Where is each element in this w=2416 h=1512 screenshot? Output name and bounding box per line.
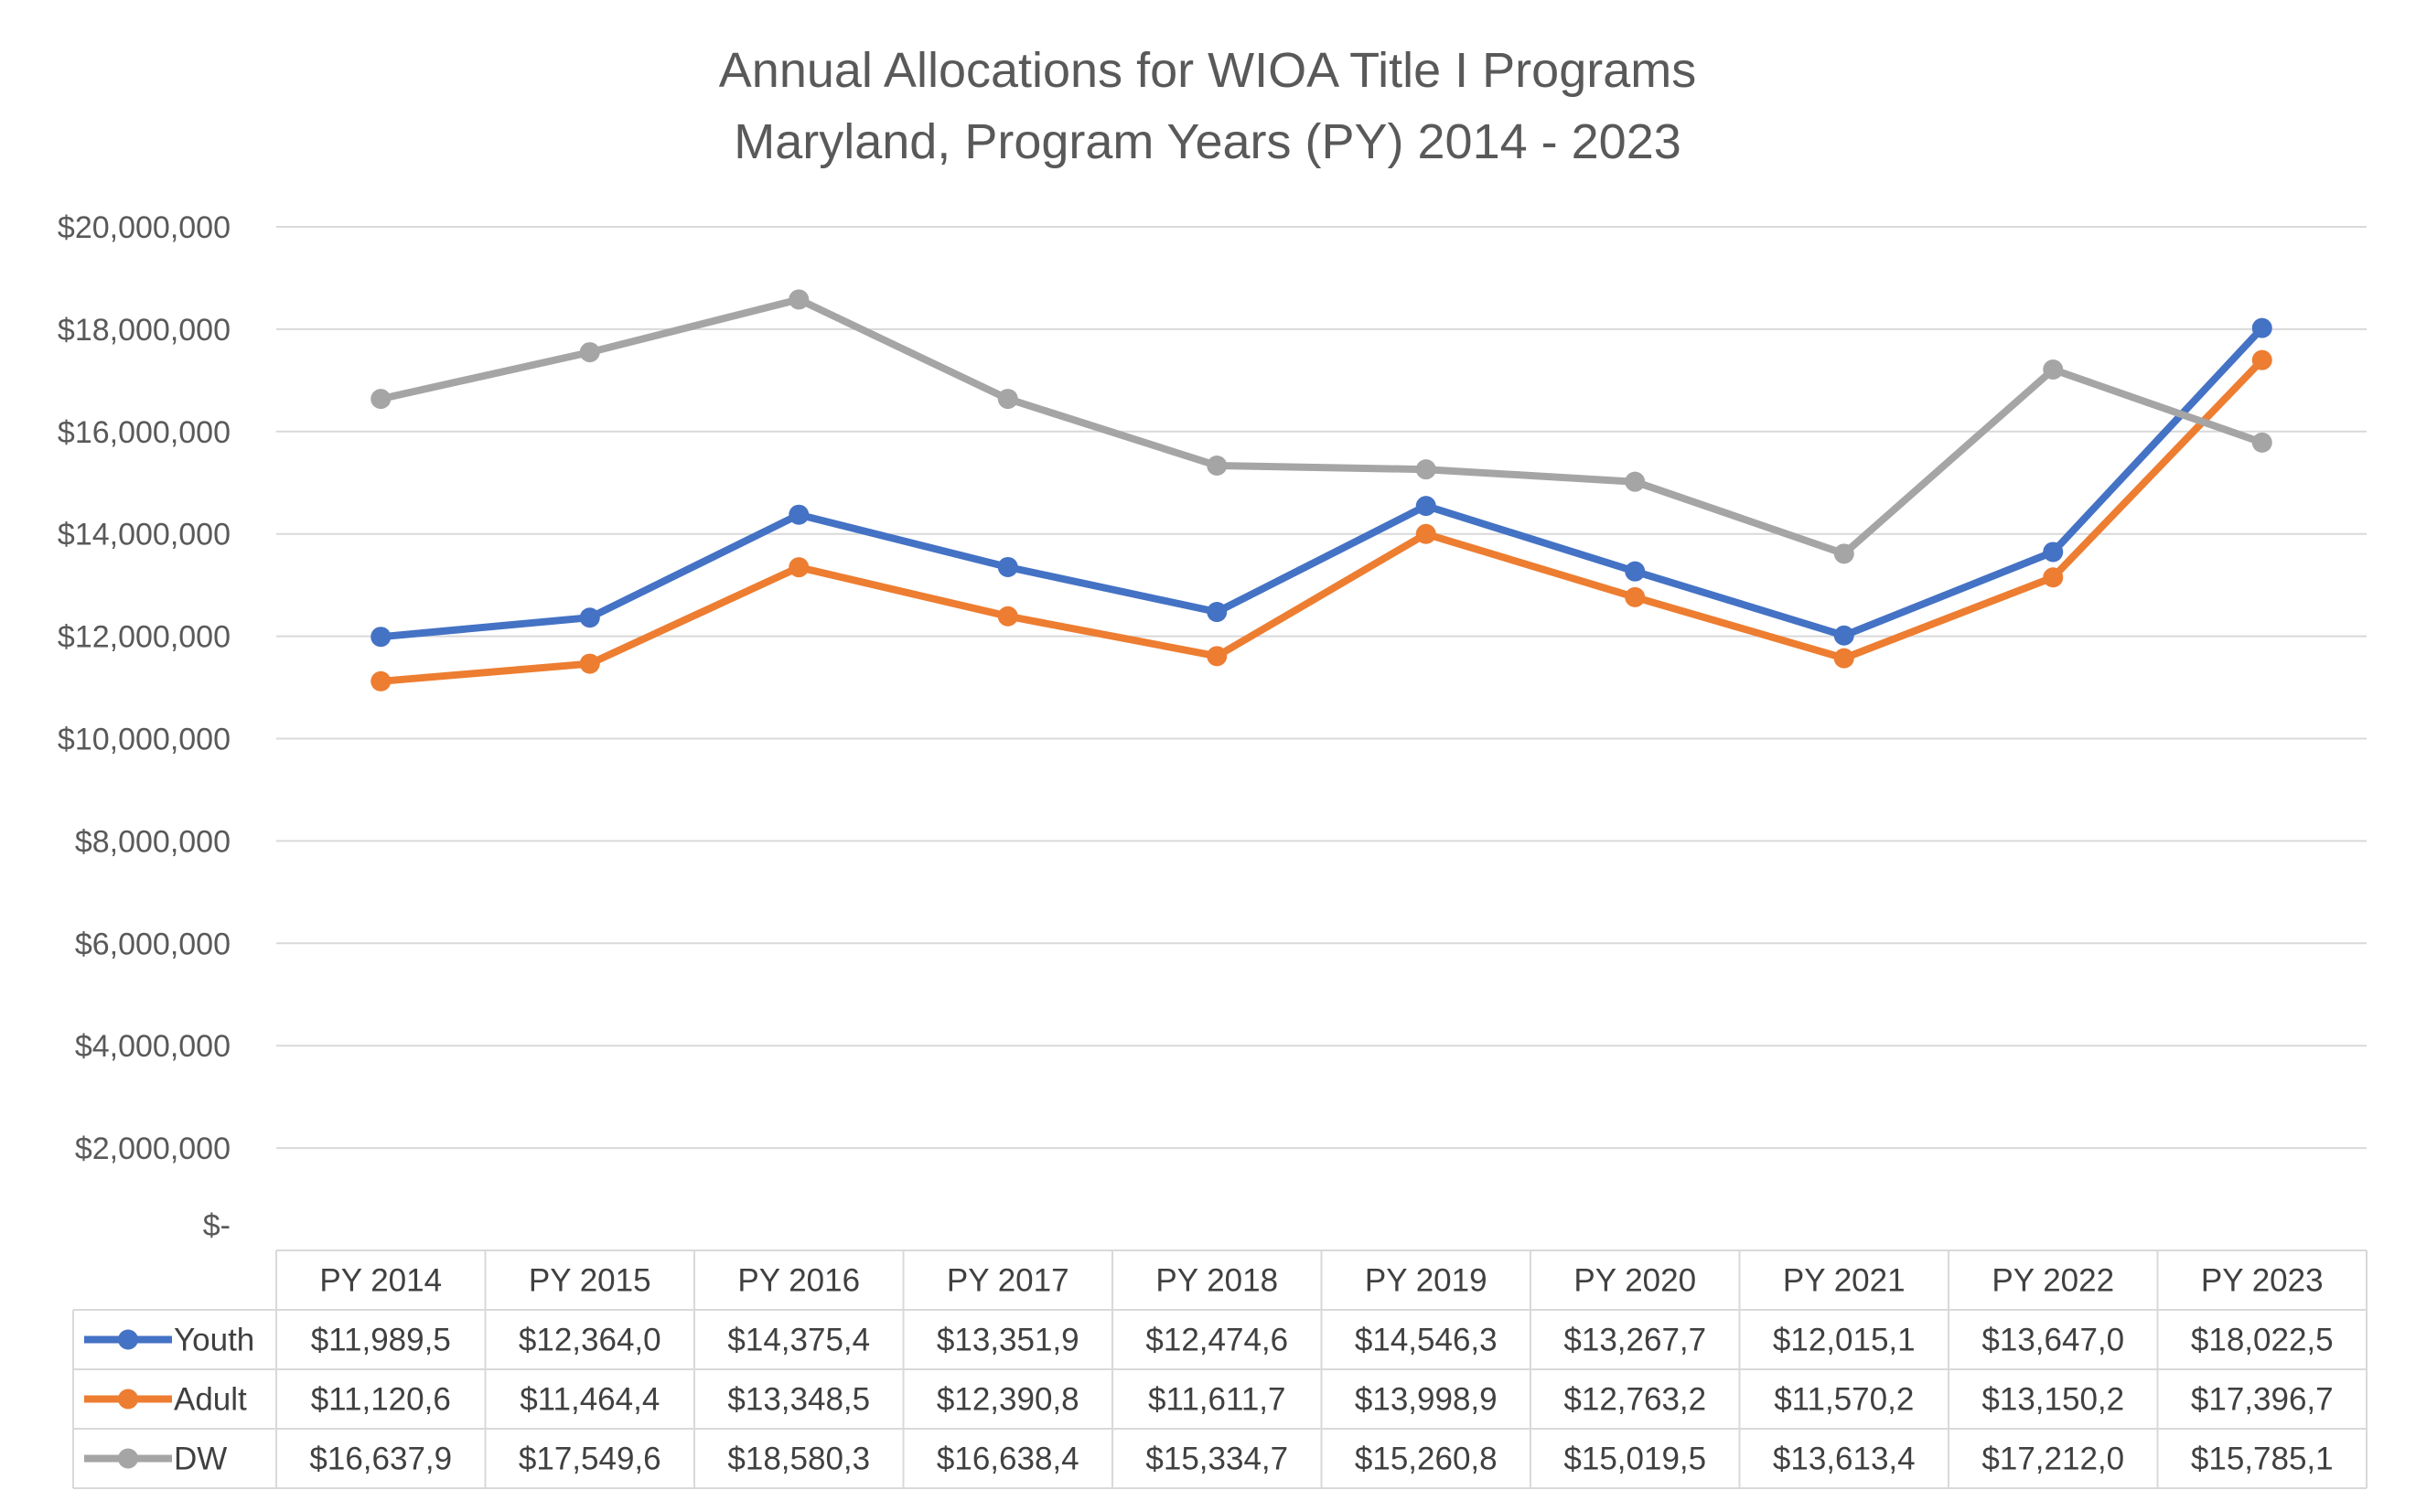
table-value-cell: $12,390,8 xyxy=(937,1382,1079,1418)
data-point-adult xyxy=(579,653,600,674)
table-value-cell: $15,785,1 xyxy=(2191,1442,2334,1477)
table-value-cell: $16,637,9 xyxy=(309,1442,452,1477)
series-points xyxy=(370,289,2272,692)
x-category-label: PY 2014 xyxy=(319,1263,442,1299)
legend-key-marker xyxy=(118,1329,138,1350)
legend-series-name: Adult xyxy=(174,1382,247,1418)
table-value-cell: $18,580,3 xyxy=(727,1442,870,1477)
table-value-cell: $13,647,0 xyxy=(1981,1323,2124,1358)
table-value-cell: $16,638,4 xyxy=(937,1442,1079,1477)
x-category-label: PY 2015 xyxy=(529,1263,651,1299)
data-point-youth xyxy=(1207,602,1228,623)
x-category-label: PY 2022 xyxy=(1992,1263,2114,1299)
data-point-dw xyxy=(1625,471,1646,492)
data-point-dw xyxy=(2043,359,2064,380)
table-value-cell: $12,474,6 xyxy=(1145,1323,1288,1358)
data-point-dw xyxy=(579,342,600,363)
y-tick-label: $12,000,000 xyxy=(58,620,231,655)
table-value-cell: $14,546,3 xyxy=(1355,1323,1498,1358)
data-point-adult xyxy=(1625,586,1646,607)
data-point-youth xyxy=(997,556,1018,577)
data-point-youth xyxy=(2043,542,2064,563)
y-tick-label: $16,000,000 xyxy=(58,415,231,450)
data-point-youth xyxy=(1415,496,1436,517)
data-point-adult xyxy=(2251,349,2272,370)
x-category-label: PY 2016 xyxy=(737,1263,860,1299)
x-category-label: PY 2020 xyxy=(1573,1263,1696,1299)
data-point-adult xyxy=(2043,567,2064,588)
data-point-dw xyxy=(370,389,392,410)
data-point-adult xyxy=(789,557,810,578)
table-value-cell: $11,570,2 xyxy=(1774,1382,1914,1418)
data-point-dw xyxy=(2251,432,2272,453)
data-point-youth xyxy=(789,504,810,525)
data-point-adult xyxy=(370,670,392,692)
chart-subtitle: Maryland, Program Years (PY) 2014 - 2023 xyxy=(734,114,1681,169)
y-tick-label: $6,000,000 xyxy=(75,927,231,961)
series-line-adult xyxy=(377,356,2266,685)
y-tick-label: $10,000,000 xyxy=(58,723,231,757)
series-line-youth xyxy=(377,324,2266,641)
y-axis-tick-labels: $20,000,000 $18,000,000 $16,000,000 $14,000… xyxy=(58,210,231,1243)
data-point-youth xyxy=(579,607,600,628)
table-value-cell: $11,611,7 xyxy=(1148,1382,1286,1418)
x-category-label: PY 2017 xyxy=(947,1263,1069,1299)
legend-key-marker xyxy=(118,1448,138,1469)
data-point-dw xyxy=(1415,459,1436,480)
table-value-cell: $12,015,1 xyxy=(1773,1323,1916,1358)
table-value-cell: $11,464,4 xyxy=(520,1382,660,1418)
y-tick-label: $4,000,000 xyxy=(75,1029,231,1064)
data-point-dw xyxy=(997,389,1018,410)
table-value-cell: $13,267,7 xyxy=(1563,1323,1706,1358)
series-line-dw xyxy=(377,295,2266,558)
table-value-cell: $13,613,4 xyxy=(1773,1442,1916,1477)
chart-title: Annual Allocations for WIOA Title I Prog… xyxy=(719,43,1696,98)
table-value-cell: $15,260,8 xyxy=(1355,1442,1498,1477)
data-point-adult xyxy=(997,606,1018,627)
x-category-label: PY 2019 xyxy=(1365,1263,1487,1299)
series-lines xyxy=(377,295,2266,685)
x-category-label: PY 2021 xyxy=(1783,1263,1906,1299)
y-tick-label: $8,000,000 xyxy=(75,824,231,859)
table-value-cell: $12,364,0 xyxy=(519,1323,661,1358)
gridlines xyxy=(276,226,2367,1150)
data-point-youth xyxy=(1833,625,1854,646)
data-point-adult xyxy=(1833,648,1854,669)
y-tick-label: $2,000,000 xyxy=(75,1131,231,1166)
data-point-adult xyxy=(1415,523,1436,544)
table-value-cell: $15,019,5 xyxy=(1563,1442,1706,1477)
legend-key-marker xyxy=(118,1389,138,1410)
data-point-adult xyxy=(1207,646,1228,667)
legend-series-name: DW xyxy=(174,1442,227,1477)
data-table: PY 2014 PY 2015 PY 2016 PY 2017 PY 2018 PY 20… xyxy=(72,1249,2368,1489)
legend-series-name: Youth xyxy=(174,1323,254,1358)
y-tick-label: $18,000,000 xyxy=(58,313,231,348)
y-tick-label: $14,000,000 xyxy=(58,518,231,552)
data-point-youth xyxy=(370,627,392,648)
table-value-cell: $12,763,2 xyxy=(1563,1382,1706,1418)
data-point-youth xyxy=(2251,317,2272,338)
x-category-label: PY 2018 xyxy=(1155,1263,1278,1299)
table-value-cell: $14,375,4 xyxy=(727,1323,870,1358)
y-tick-label: $20,000,000 xyxy=(58,210,231,245)
data-point-dw xyxy=(1833,543,1854,564)
table-value-cell: $17,549,6 xyxy=(519,1442,661,1477)
table-value-cell: $13,998,9 xyxy=(1355,1382,1498,1418)
table-value-cell: $18,022,5 xyxy=(2191,1323,2334,1358)
table-value-cell: $13,351,9 xyxy=(937,1323,1079,1358)
table-value-cell: $11,989,5 xyxy=(311,1323,451,1358)
y-tick-label: $- xyxy=(203,1208,231,1243)
table-value-cell: $11,120,6 xyxy=(311,1382,451,1418)
x-category-label: PY 2023 xyxy=(2201,1263,2324,1299)
data-point-dw xyxy=(1207,456,1228,477)
table-value-cell: $17,212,0 xyxy=(1981,1442,2124,1477)
data-point-youth xyxy=(1625,561,1646,582)
table-value-cell: $17,396,7 xyxy=(2191,1382,2334,1418)
table-value-cell: $15,334,7 xyxy=(1145,1442,1288,1477)
data-point-dw xyxy=(789,289,810,310)
table-value-cell: $13,150,2 xyxy=(1981,1382,2124,1418)
table-value-cell: $13,348,5 xyxy=(727,1382,870,1418)
